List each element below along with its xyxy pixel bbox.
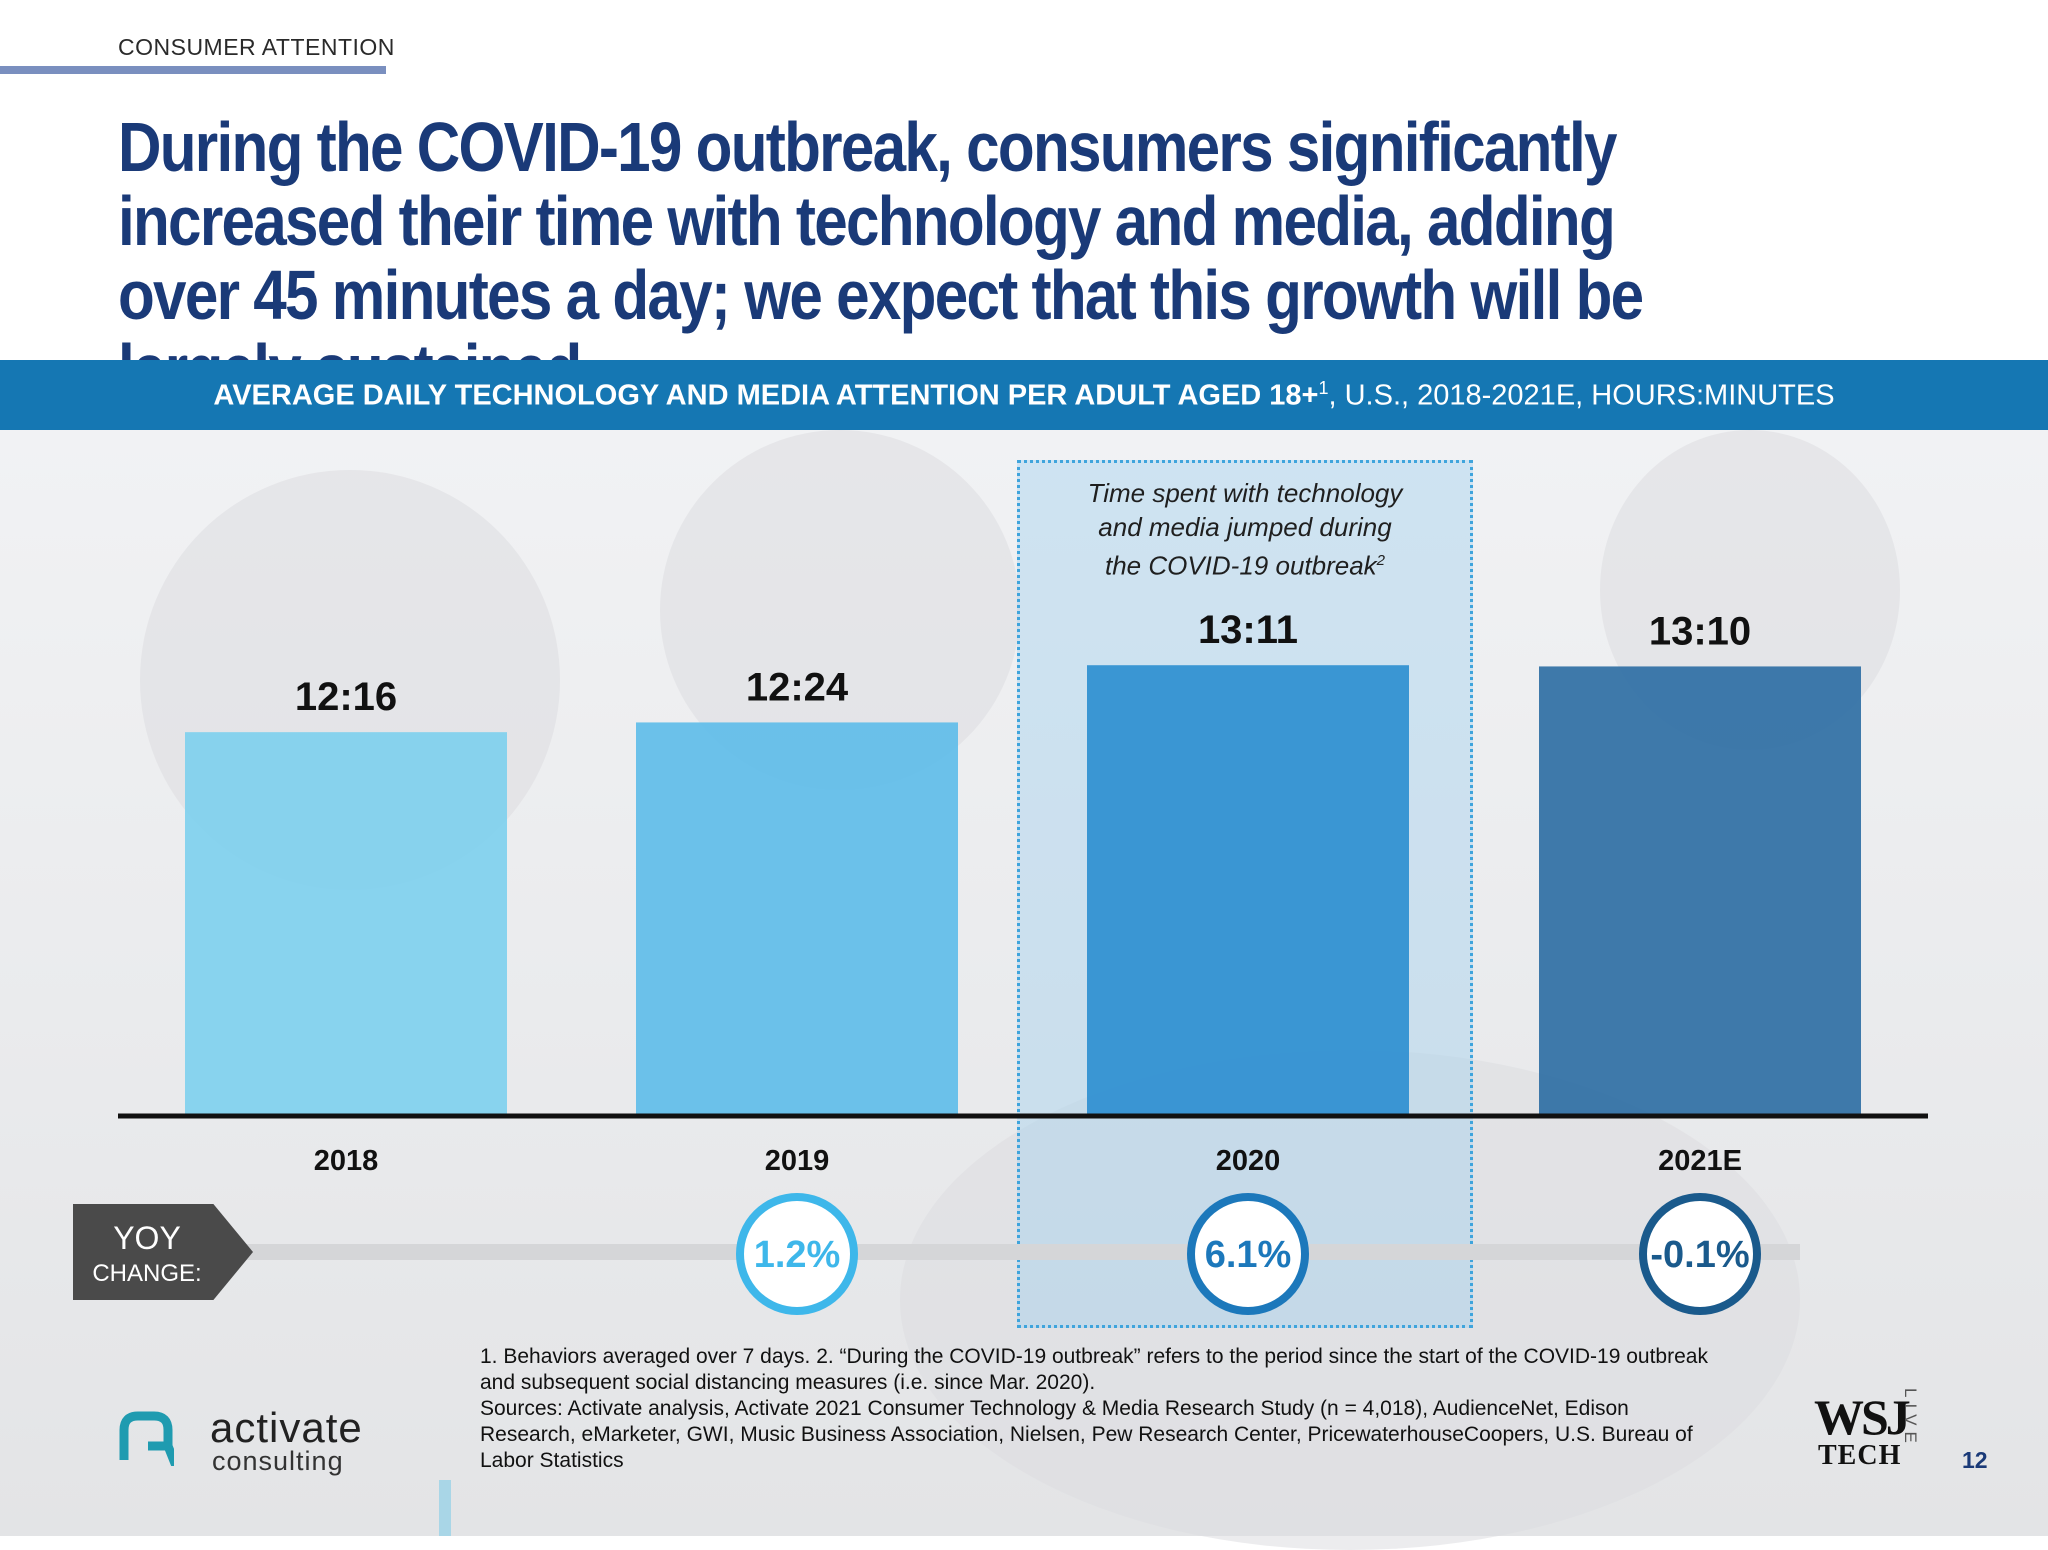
- bar-2020: [1087, 665, 1409, 1116]
- yoy-change-tag: YOY CHANGE:: [73, 1204, 253, 1300]
- footnotes: 1. Behaviors averaged over 7 days. 2. “D…: [480, 1345, 1708, 1472]
- section-rule: [0, 66, 386, 74]
- yoy-circle-2020: [1187, 1193, 1309, 1315]
- chart-title: AVERAGE DAILY TECHNOLOGY AND MEDIA ATTEN…: [213, 377, 1835, 412]
- yoy-value-2020: 6.1%: [1205, 1234, 1292, 1276]
- yoy-circle-2019: [736, 1193, 858, 1315]
- page-number: 12: [1962, 1447, 1988, 1473]
- wsj-tech-live-logo: WSJ TECH LIVE: [1814, 1388, 1920, 1471]
- yoy-track: [240, 1244, 1800, 1260]
- value-label-2021E: 13:10: [1649, 609, 1751, 653]
- value-label-2018: 12:16: [295, 675, 397, 719]
- yoy-value-2019: 1.2%: [754, 1234, 841, 1276]
- bar-2019: [636, 722, 958, 1116]
- background-person-silhouette: [900, 1050, 1800, 1550]
- x-label-2019: 2019: [765, 1145, 830, 1177]
- outbreak-callout-text: Time spent with technology and media jum…: [1087, 478, 1403, 581]
- bar-2018: [185, 732, 507, 1116]
- x-label-2018: 2018: [314, 1145, 379, 1177]
- yoy-value-2021E: -0.1%: [1650, 1234, 1749, 1276]
- logo-accent-bar: [439, 1480, 451, 1536]
- value-label-2020: 13:11: [1198, 608, 1298, 652]
- yoy-circle-2021E: [1639, 1193, 1761, 1315]
- value-label-2019: 12:24: [746, 665, 849, 709]
- chart-title-band: AVERAGE DAILY TECHNOLOGY AND MEDIA ATTEN…: [0, 360, 2048, 430]
- x-label-2021E: 2021E: [1658, 1145, 1742, 1177]
- activate-logo: activate consulting: [118, 1404, 418, 1476]
- section-label: CONSUMER ATTENTION: [118, 34, 395, 60]
- x-label-2020: 2020: [1216, 1145, 1281, 1177]
- bar-2021E: [1539, 666, 1861, 1116]
- activate-logo-icon: [119, 1411, 174, 1466]
